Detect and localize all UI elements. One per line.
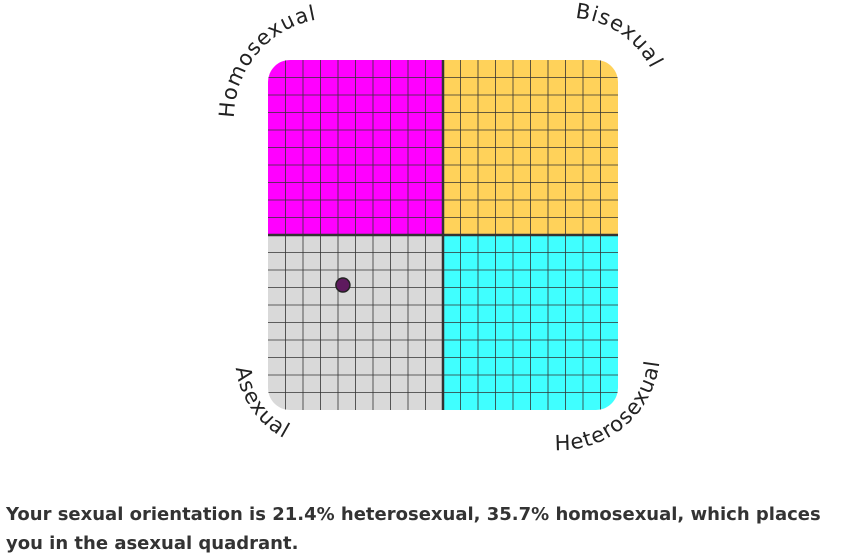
caption: Your sexual orientation is 21.4% heteros… [6, 504, 821, 554]
plot-area [268, 60, 618, 410]
point [335, 277, 351, 293]
chart: Homosexual Bisexual Asexual Heterosexual [215, 0, 667, 455]
